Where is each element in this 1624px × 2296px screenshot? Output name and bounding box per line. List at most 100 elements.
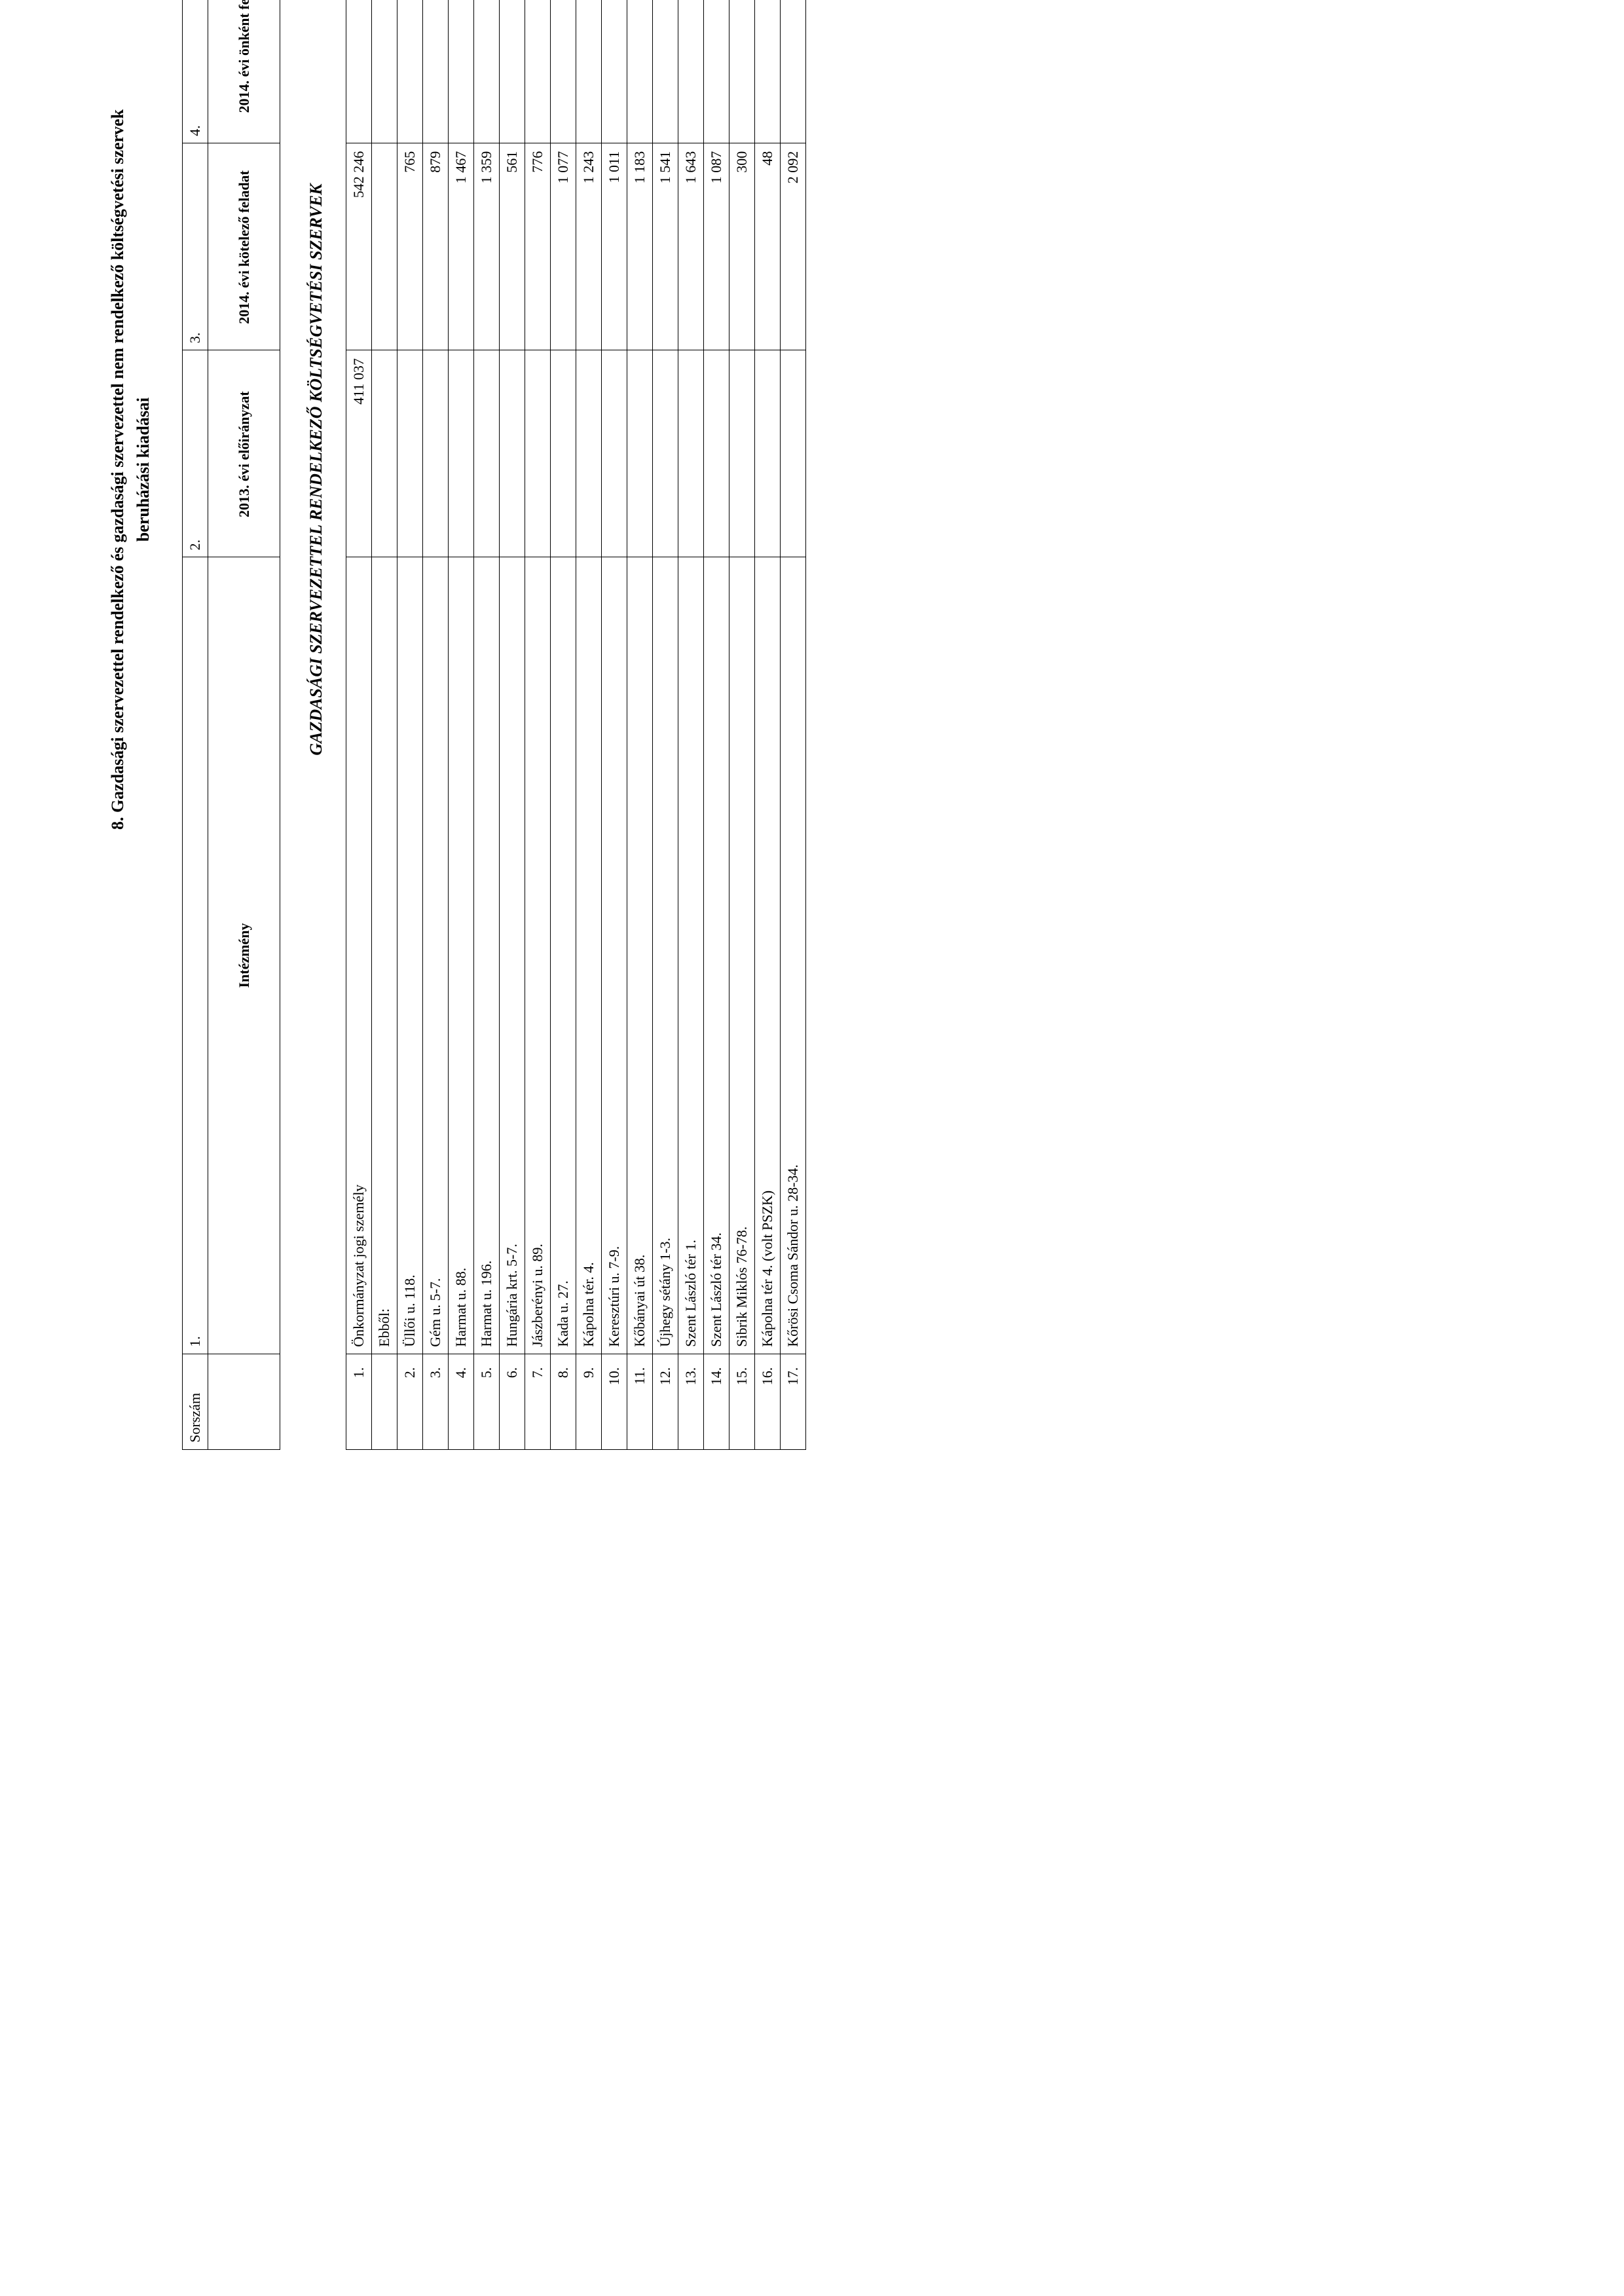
- cell-intezmeny: Újhegy sétány 1-3.: [653, 557, 678, 1354]
- cell-c3: 1 643: [678, 143, 704, 350]
- table-row: 2.Üllői u. 118.765765: [397, 0, 423, 1449]
- cell-intezmeny: Ebből:: [372, 557, 397, 1354]
- cell-intezmeny: Kőbányai út 38.: [627, 557, 653, 1354]
- cell-c4: [678, 0, 704, 143]
- header-label-2013: 2013. évi előirányzat: [208, 350, 280, 557]
- cell-c2: [372, 350, 397, 557]
- cell-c3: 1 087: [704, 143, 729, 350]
- cell-c2: [525, 350, 551, 557]
- table-row: 17.Kőrösi Csoma Sándor u. 28-34.2 0922 0…: [781, 0, 806, 1449]
- data-table: 1.Önkormányzat jogi személy411 037542 24…: [346, 0, 806, 1450]
- cell-c3: 776: [525, 143, 551, 350]
- cell-sorszam: 17.: [781, 1354, 806, 1449]
- cell-sorszam: 12.: [653, 1354, 678, 1449]
- cell-intezmeny: Sibrik Miklós 76-78.: [729, 557, 755, 1354]
- table-row: 6.Hungária krt. 5-7.561561: [500, 0, 525, 1449]
- cell-c2: [397, 350, 423, 557]
- cell-c3: 1 359: [474, 143, 500, 350]
- cell-intezmeny: Kápolna tér. 4.: [576, 557, 602, 1354]
- cell-c4: 442 039: [346, 0, 372, 143]
- table-row: Ebből:: [372, 0, 397, 1449]
- cell-c2: [500, 350, 525, 557]
- cell-c2: [653, 350, 678, 557]
- cell-sorszam: 10.: [602, 1354, 627, 1449]
- table-row: 10.Keresztúri u. 7-9.1 0111 011: [602, 0, 627, 1449]
- cell-c3: 1 077: [551, 143, 576, 350]
- cell-c2: [474, 350, 500, 557]
- cell-c4: [474, 0, 500, 143]
- cell-c4: [372, 0, 397, 143]
- cell-c2: [704, 350, 729, 557]
- table-row: 3.Gém u. 5-7.879879: [423, 0, 449, 1449]
- cell-c2: [449, 350, 474, 557]
- cell-c4: [397, 0, 423, 143]
- cell-sorszam: 8.: [551, 1354, 576, 1449]
- table-row: 8.Kada u. 27.1 0771 077: [551, 0, 576, 1449]
- cell-c3: [372, 143, 397, 350]
- header-labels-row: Intézmény 2013. évi előirányzat 2014. év…: [208, 0, 280, 1449]
- table-row: 13.Szent László tér 1.1 6431 643: [678, 0, 704, 1449]
- cell-c2: [781, 350, 806, 557]
- table-row: 11.Kőbányai út 38.1 1831 183: [627, 0, 653, 1449]
- header-label-intezmeny: Intézmény: [208, 557, 280, 1354]
- cell-c2: [627, 350, 653, 557]
- cell-intezmeny: Hungária krt. 5-7.: [500, 557, 525, 1354]
- table-row: 12.Újhegy sétány 1-3.1 5411 541: [653, 0, 678, 1449]
- header-table: Sorszám 1. 2. 3. 4. 5. 6. Intézmény 2013…: [182, 0, 280, 1450]
- cell-sorszam: 14.: [704, 1354, 729, 1449]
- cell-intezmeny: Üllői u. 118.: [397, 557, 423, 1354]
- cell-sorszam: 1.: [346, 1354, 372, 1449]
- cell-sorszam: 5.: [474, 1354, 500, 1449]
- cell-c4: [551, 0, 576, 143]
- cell-c3: 542 246: [346, 143, 372, 350]
- table-row: 7.Jászberényi u. 89.776776: [525, 0, 551, 1449]
- cell-c3: 561: [500, 143, 525, 350]
- cell-c2: [423, 350, 449, 557]
- cell-c2: [678, 350, 704, 557]
- cell-intezmeny: Keresztúri u. 7-9.: [602, 557, 627, 1354]
- cell-sorszam: 13.: [678, 1354, 704, 1449]
- cell-c4: [449, 0, 474, 143]
- header-numbers-row: Sorszám 1. 2. 3. 4. 5. 6.: [183, 0, 208, 1449]
- title-line1: 8. Gazdasági szervezettel rendelkező és …: [105, 0, 130, 1559]
- cell-intezmeny: Gém u. 5-7.: [423, 557, 449, 1354]
- cell-sorszam: 7.: [525, 1354, 551, 1449]
- cell-intezmeny: Harmat u. 196.: [474, 557, 500, 1354]
- table-row: 9.Kápolna tér. 4.1 2431 243: [576, 0, 602, 1449]
- cell-c2: [576, 350, 602, 557]
- cell-c4: [653, 0, 678, 143]
- table-row: 14.Szent László tér 34.1 0871 087: [704, 0, 729, 1449]
- cell-c2: [551, 350, 576, 557]
- cell-c3: 300: [729, 143, 755, 350]
- cell-c4: [781, 0, 806, 143]
- cell-intezmeny: Szent László tér 1.: [678, 557, 704, 1354]
- header-colnum-2: 2.: [183, 350, 208, 557]
- cell-sorszam: 3.: [423, 1354, 449, 1449]
- cell-intezmeny: Önkormányzat jogi személy: [346, 557, 372, 1354]
- table-row: 1.Önkormányzat jogi személy411 037542 24…: [346, 0, 372, 1449]
- header-label-empty: [208, 1354, 280, 1449]
- cell-c3: 1 243: [576, 143, 602, 350]
- cell-c2: [729, 350, 755, 557]
- table-row: 15.Sibrik Miklós 76-78.300300: [729, 0, 755, 1449]
- cell-c4: [627, 0, 653, 143]
- cell-sorszam: 9.: [576, 1354, 602, 1449]
- cell-c4: [576, 0, 602, 143]
- cell-c3: 879: [423, 143, 449, 350]
- cell-c4: [704, 0, 729, 143]
- cell-c3: 1 011: [602, 143, 627, 350]
- cell-c4: [729, 0, 755, 143]
- header-colnum-3: 3.: [183, 143, 208, 350]
- section-title: GAZDASÁGI SZERVEZETTEL RENDELKEZŐ KÖLTSÉ…: [306, 0, 326, 1559]
- cell-intezmeny: Jászberényi u. 89.: [525, 557, 551, 1354]
- cell-sorszam: 6.: [500, 1354, 525, 1449]
- cell-c3: 2 092: [781, 143, 806, 350]
- cell-c2: [755, 350, 781, 557]
- data-table-body: 1.Önkormányzat jogi személy411 037542 24…: [346, 0, 806, 1449]
- header-colnum-4: 4.: [183, 0, 208, 143]
- title-line2: beruházási kiadásai: [130, 0, 156, 1559]
- cell-c3: 765: [397, 143, 423, 350]
- cell-sorszam: 4.: [449, 1354, 474, 1449]
- header-label-2014-kotelezo: 2014. évi kötelező feladat: [208, 143, 280, 350]
- header-colnum-1: 1.: [183, 557, 208, 1354]
